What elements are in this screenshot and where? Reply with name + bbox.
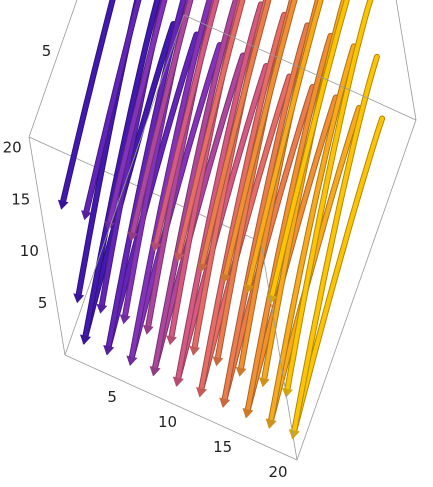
- streamline-arrowhead: [173, 252, 185, 263]
- z-tick-label: 5: [38, 294, 48, 312]
- streamline: [269, 44, 356, 422]
- streamline-arrowhead: [119, 314, 131, 325]
- stream-lines: [57, 0, 386, 440]
- streamline: [83, 0, 160, 338]
- streamline-arrowhead: [127, 231, 139, 242]
- streamline-arrowhead: [288, 429, 300, 440]
- streamline: [61, 0, 115, 203]
- box-edge: [395, 0, 417, 121]
- streamline: [292, 54, 379, 433]
- x-tick-label: 20: [268, 463, 287, 481]
- streamline-arrowhead: [150, 241, 162, 252]
- streamline-arrowhead: [57, 199, 69, 210]
- y-tick-label: 5: [42, 42, 52, 60]
- streamline-arrowhead: [197, 262, 208, 273]
- streamline-arrowhead: [80, 334, 91, 345]
- box-edge: [183, 14, 417, 121]
- box-edge: [64, 14, 185, 356]
- streamline-arrowhead: [172, 376, 184, 387]
- streamline-arrowhead: [126, 355, 138, 366]
- streamline-arrowhead: [96, 303, 108, 314]
- streamline-arrowhead: [166, 335, 177, 346]
- streamline: [222, 23, 310, 401]
- streamline-arrowhead: [266, 294, 278, 305]
- streamline: [107, 0, 167, 224]
- box-edge: [28, 0, 78, 138]
- streamline: [129, 0, 212, 359]
- box-edge: [296, 119, 417, 461]
- streamline: [270, 0, 349, 298]
- streamline-arrowhead: [104, 220, 115, 231]
- x-tick-label: 15: [213, 438, 232, 456]
- streamline: [246, 0, 323, 287]
- streamline-arrowhead: [142, 324, 154, 335]
- box-edge: [64, 354, 298, 461]
- streamline-arrowhead: [235, 366, 247, 377]
- x-tick-label: 10: [158, 413, 177, 431]
- streamline-arrowhead: [282, 387, 293, 398]
- x-tick-label: 5: [107, 388, 117, 406]
- streamline: [199, 12, 287, 391]
- z-tick-label: 15: [11, 190, 30, 208]
- streamline-arrowhead: [219, 397, 231, 408]
- streamline-arrowhead: [81, 210, 92, 221]
- bounding-box-front: [28, 14, 417, 461]
- streamline: [245, 33, 333, 412]
- streamline-arrowhead: [243, 283, 255, 294]
- streamline: [285, 0, 373, 391]
- streamline: [223, 0, 297, 277]
- streamline-arrowhead: [103, 345, 115, 356]
- streamline-arrowhead: [73, 293, 85, 304]
- streamline: [106, 0, 186, 349]
- streamline-arrowhead: [212, 356, 224, 367]
- streamline-arrowhead: [149, 366, 161, 377]
- streamline: [200, 0, 271, 266]
- streamline-arrowhead: [258, 377, 270, 388]
- streamline-arrowhead: [242, 408, 254, 419]
- streamline: [130, 0, 193, 235]
- streamline: [292, 116, 385, 433]
- streamline: [154, 0, 219, 245]
- z-tick-label: 20: [3, 138, 22, 156]
- streamline-arrowhead: [265, 418, 277, 429]
- axis-tick-labels: 510152051015205101520: [3, 42, 288, 481]
- streamline: [84, 0, 141, 214]
- streamline: [177, 0, 245, 256]
- streamline: [153, 0, 238, 370]
- box-edge: [28, 136, 66, 356]
- streamline-arrowhead: [189, 345, 201, 356]
- streamline-arrowhead: [196, 387, 207, 398]
- box-edge: [260, 241, 298, 461]
- z-tick-label: 10: [20, 242, 39, 260]
- streamline-arrowhead: [220, 273, 231, 284]
- streamline: [176, 2, 263, 380]
